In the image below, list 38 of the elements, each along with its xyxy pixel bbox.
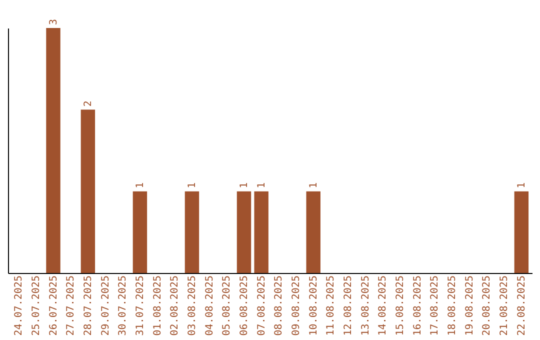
- x-tick-label: 25.07.2025: [30, 276, 42, 336]
- x-tick-label: 31.07.2025: [134, 276, 146, 336]
- data-label: 1: [186, 182, 198, 188]
- x-tick-label: 07.08.2025: [256, 276, 268, 336]
- x-tick-label: 09.08.2025: [291, 276, 302, 336]
- x-tick-label: 22.08.2025: [516, 276, 528, 336]
- data-label: 1: [308, 182, 320, 188]
- x-tick-label: 18.08.2025: [447, 276, 458, 336]
- data-label: 1: [256, 182, 268, 188]
- x-tick-label: 13.08.2025: [360, 276, 372, 336]
- x-tick-label: 14.08.2025: [378, 276, 389, 336]
- x-tick-label: 06.08.2025: [238, 276, 250, 336]
- x-tick-label: 01.08.2025: [152, 276, 164, 336]
- x-tick-label: 27.07.2025: [66, 276, 77, 336]
- x-tick-label: 02.08.2025: [170, 276, 181, 336]
- x-tick-label: 17.08.2025: [430, 276, 441, 336]
- x-tick-label: 20.08.2025: [482, 276, 493, 336]
- x-tick-label: 24.07.2025: [14, 276, 25, 336]
- x-tick-label: 12.08.2025: [343, 276, 354, 336]
- x-tick-label: 26.07.2025: [48, 276, 60, 336]
- data-label: 2: [82, 100, 94, 107]
- x-tick-label: 05.08.2025: [222, 276, 233, 336]
- x-tick-label: 30.07.2025: [118, 276, 129, 336]
- x-tick-label: 21.08.2025: [499, 276, 510, 336]
- data-label: 1: [238, 182, 250, 188]
- x-tick-label: 04.08.2025: [204, 276, 216, 336]
- data-label: 1: [516, 182, 528, 188]
- x-tick-label: 28.07.2025: [82, 276, 94, 336]
- x-tick-label: 08.08.2025: [274, 276, 285, 336]
- data-label: 1: [134, 182, 146, 188]
- x-tick-label: 19.08.2025: [464, 276, 476, 336]
- x-tick-label: 15.08.2025: [395, 276, 406, 336]
- x-tick-label: 16.08.2025: [412, 276, 424, 336]
- x-tick-label: 29.07.2025: [100, 276, 112, 336]
- data-label: 3: [48, 18, 60, 25]
- x-tick-label: 11.08.2025: [326, 276, 337, 336]
- x-tick-label: 03.08.2025: [186, 276, 198, 336]
- x-tick-label: 10.08.2025: [308, 276, 320, 336]
